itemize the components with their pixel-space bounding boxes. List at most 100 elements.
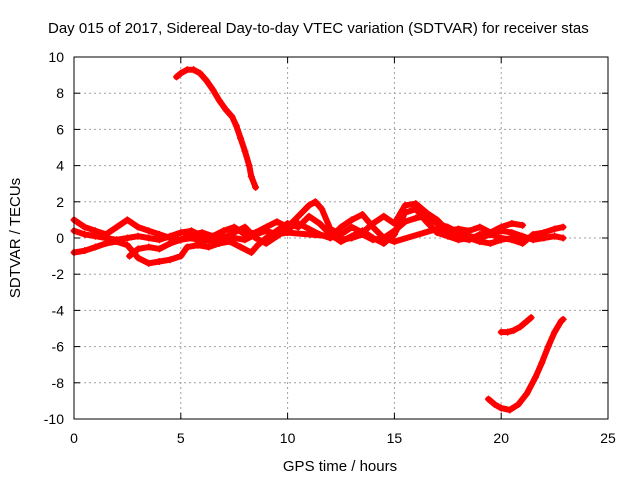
data-point [412,214,420,222]
x-tick-label: 5 [177,430,185,446]
y-tick-label: 6 [56,121,64,137]
grid [74,57,608,419]
data-point [91,243,99,251]
data-point [273,230,281,238]
series-arc-small-right [497,314,535,336]
data-point [514,401,522,409]
y-tick-label: 8 [56,85,64,101]
data-point [113,236,121,244]
data-point [508,236,516,244]
data-point [254,241,262,249]
series-arc-low-right [484,315,567,414]
data-point [166,256,174,264]
data-point [559,315,567,323]
x-tick-label: 25 [600,430,616,446]
data-point [252,183,260,191]
data-point [155,245,163,253]
data-point [311,198,319,206]
data-point [348,223,356,231]
data-point [187,234,195,242]
x-tick-label: 0 [70,430,78,446]
y-tick-label: -4 [52,302,65,318]
data-point [220,232,228,240]
data-point [401,218,409,226]
data-point [198,238,206,246]
data-point [444,230,452,238]
data-point [81,223,89,231]
y-tick-label: -10 [44,411,64,427]
data-point [173,73,181,81]
x-tick-label: 20 [493,430,509,446]
data-point [544,343,552,351]
data-point [401,201,409,209]
data-point [358,210,366,218]
data-point [113,223,121,231]
data-point [183,243,191,251]
data-point [369,236,377,244]
data-point [177,69,185,77]
data-point [284,229,292,237]
data-point [454,234,462,242]
data-point [241,223,249,231]
chart-title: Day 015 of 2017, Sidereal Day-to-day VTE… [48,20,589,37]
data-point [497,227,505,235]
data-point [247,248,255,256]
x-axis-title: GPS time / hours [283,458,397,475]
data-point [551,232,559,240]
data-point [190,66,198,74]
data-point [294,220,302,228]
y-tick-label: 0 [56,230,64,246]
data-point [348,234,356,242]
data-point [187,227,195,235]
y-tick-label: 10 [48,49,64,65]
data-point [508,229,516,237]
data-point [337,236,345,244]
data-point [262,239,270,247]
data-point [476,223,484,231]
data-point [177,229,185,237]
x-tick-label: 10 [280,430,296,446]
data-point [145,234,153,242]
data-point [527,314,535,322]
data-point [232,122,240,130]
data-point [326,232,334,240]
axis-ticks [73,56,609,420]
data-point [273,218,281,226]
data-point [510,326,518,334]
data-point [465,236,473,244]
y-tick-label: -8 [52,375,65,391]
y-tick-labels: -10 -8 -6 -4 -2 0 2 4 6 8 10 [44,49,64,427]
y-axis-title: SDTVAR / TECUs [7,178,24,298]
data-point [559,234,567,242]
series-trace [173,66,259,191]
y-tick-label: 2 [56,194,64,210]
data-point [508,220,516,228]
data-point [134,245,142,253]
data-point [316,220,324,228]
y-tick-label: -6 [52,339,65,355]
data-series [70,66,567,414]
data-point [506,406,514,414]
data-point [497,328,505,336]
data-point [348,216,356,224]
data-point [519,221,527,229]
series-band-4 [126,225,567,260]
data-point [123,216,131,224]
data-point [551,225,559,233]
data-point [401,209,409,217]
data-point [497,234,505,242]
data-point [145,243,153,251]
data-point [516,323,524,331]
data-point [196,69,204,77]
y-tick-label: 4 [56,158,64,174]
data-point [487,239,495,247]
data-point [134,223,142,231]
data-point [380,234,388,242]
y-tick-label: -2 [52,266,65,282]
data-point [230,234,238,242]
data-point [487,229,495,237]
data-point [228,113,236,121]
data-point [202,77,210,85]
data-point [529,236,537,244]
data-point [519,239,527,247]
